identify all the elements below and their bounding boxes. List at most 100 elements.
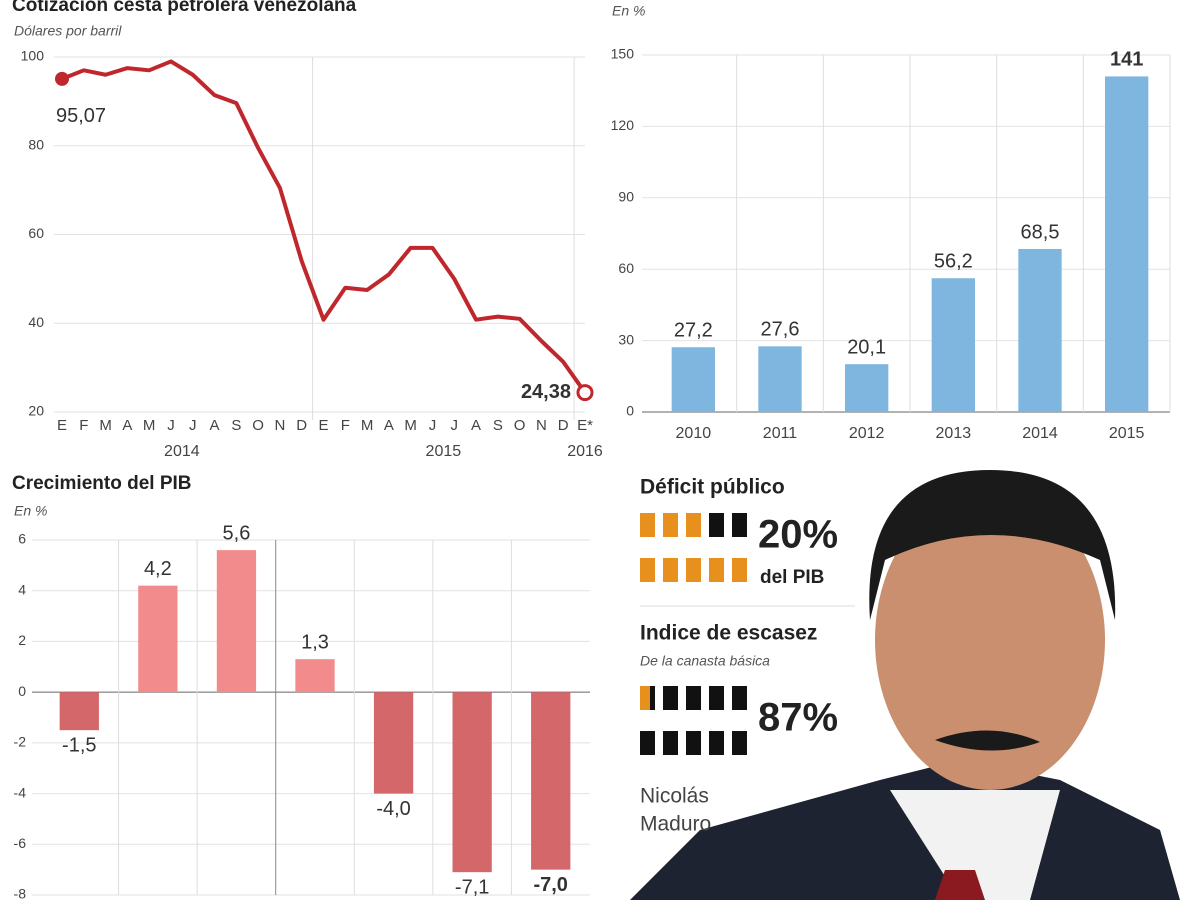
x-tick-label: 2011 [763, 425, 798, 442]
x-tick-label: J [189, 417, 197, 434]
y-tick-label: 30 [618, 331, 634, 347]
y-tick-label: 2 [18, 632, 26, 648]
x-tick-label: S [493, 417, 503, 434]
photo [630, 470, 1180, 900]
x-tick-label: O [514, 417, 526, 434]
data-label: 95,07 [56, 105, 106, 127]
y-tick-label: 60 [618, 260, 634, 276]
y-tick-label: 0 [18, 683, 26, 699]
bar [845, 364, 889, 412]
chart-title: Crecimiento del PIB [12, 473, 192, 494]
data-label: 27,2 [674, 320, 713, 342]
data-label: 4,2 [144, 558, 172, 580]
panel-title: Indice de escasez [640, 622, 817, 645]
x-tick-label: N [536, 417, 547, 434]
x-tick-label: M [99, 417, 112, 434]
shortage-value: 87% [758, 696, 838, 740]
x-tick-label: S [231, 417, 241, 434]
x-tick-label: J [451, 417, 459, 434]
x-tick-label: 2014 [1022, 425, 1058, 442]
bar [295, 659, 335, 693]
squares [640, 686, 747, 755]
bar [531, 692, 571, 870]
bar [1105, 76, 1149, 413]
x-tick-label: M [404, 417, 417, 434]
y-tick-label: 80 [28, 136, 44, 152]
y-tick-label: 40 [28, 314, 44, 330]
year-label: 2016 [567, 443, 603, 460]
x-tick-label: O [252, 417, 264, 434]
x-tick-label: J [167, 417, 175, 434]
line [61, 59, 587, 394]
data-label: 20,1 [847, 336, 886, 358]
data-label: 1,3 [301, 631, 329, 653]
point [576, 384, 594, 402]
x-tick-label: E [318, 417, 328, 434]
x-tick-label: N [274, 417, 285, 434]
data-label: -7,0 [533, 874, 567, 896]
x-tick-label: J [429, 417, 437, 434]
x-tick-label: 2010 [676, 425, 712, 442]
data-label: -7,1 [455, 876, 489, 898]
x-tick-label: E [57, 417, 67, 434]
y-tick-label: -6 [14, 835, 27, 851]
data-label: -4,0 [376, 798, 410, 820]
panel-title: Déficit público [640, 476, 785, 499]
x-tick-label: A [384, 417, 394, 434]
bar [216, 550, 257, 693]
y-tick-label: -2 [14, 734, 27, 750]
y-tick-label: -8 [14, 886, 27, 900]
bar [452, 692, 492, 873]
panel-subtitle: De la canasta básica [640, 653, 770, 669]
bar [1018, 248, 1062, 412]
caption: Maduro [640, 813, 711, 836]
bar [138, 585, 178, 693]
y-tick-label: -4 [14, 784, 27, 800]
deficit-value: 20% [758, 513, 838, 557]
x-tick-label: 2013 [936, 425, 972, 442]
y-tick-label: 60 [28, 225, 44, 241]
x-tick-label: F [79, 417, 88, 434]
y-tick-label: 150 [611, 46, 635, 62]
bar [931, 278, 975, 412]
y-tick-label: 6 [18, 531, 26, 547]
x-tick-label: A [210, 417, 220, 434]
y-tick-label: 4 [18, 581, 26, 597]
y-tick-label: 0 [626, 403, 634, 419]
bar [758, 346, 802, 412]
y-tick-label: 20 [28, 403, 44, 419]
x-tick-label: 2012 [849, 425, 885, 442]
chart-subtitle: Dólares por barril [14, 23, 122, 39]
squares [640, 513, 747, 582]
data-label: 27,6 [761, 319, 800, 341]
data-label: 68,5 [1021, 221, 1060, 243]
chart-title: Cotización cesta petrolera venezolana [12, 0, 357, 16]
caption: Nicolás [640, 785, 709, 808]
x-tick-label: D [558, 417, 569, 434]
x-tick-label: 2015 [1109, 425, 1145, 442]
y-tick-label: 100 [21, 48, 45, 64]
y-tick-label: 120 [611, 117, 635, 133]
x-tick-label: E* [577, 417, 593, 434]
bar [671, 347, 715, 412]
x-tick-label: A [122, 417, 132, 434]
data-label: -1,5 [62, 734, 96, 756]
x-tick-label: M [143, 417, 156, 434]
bar [59, 692, 99, 731]
data-label: 141 [1110, 49, 1143, 71]
year-label: 2015 [426, 443, 462, 460]
year-label: 2014 [164, 443, 200, 460]
x-tick-label: D [296, 417, 307, 434]
chart-subtitle: En % [612, 3, 645, 19]
y-tick-label: 90 [618, 189, 634, 205]
data-label: 24,38 [521, 381, 571, 403]
bar [373, 692, 414, 794]
chart-subtitle: En % [14, 503, 47, 519]
deficit-note: del PIB [760, 567, 824, 588]
data-label: 5,6 [223, 522, 251, 544]
point [55, 71, 69, 86]
x-tick-label: F [341, 417, 350, 434]
x-tick-label: M [361, 417, 374, 434]
data-label: 56,2 [934, 251, 973, 273]
